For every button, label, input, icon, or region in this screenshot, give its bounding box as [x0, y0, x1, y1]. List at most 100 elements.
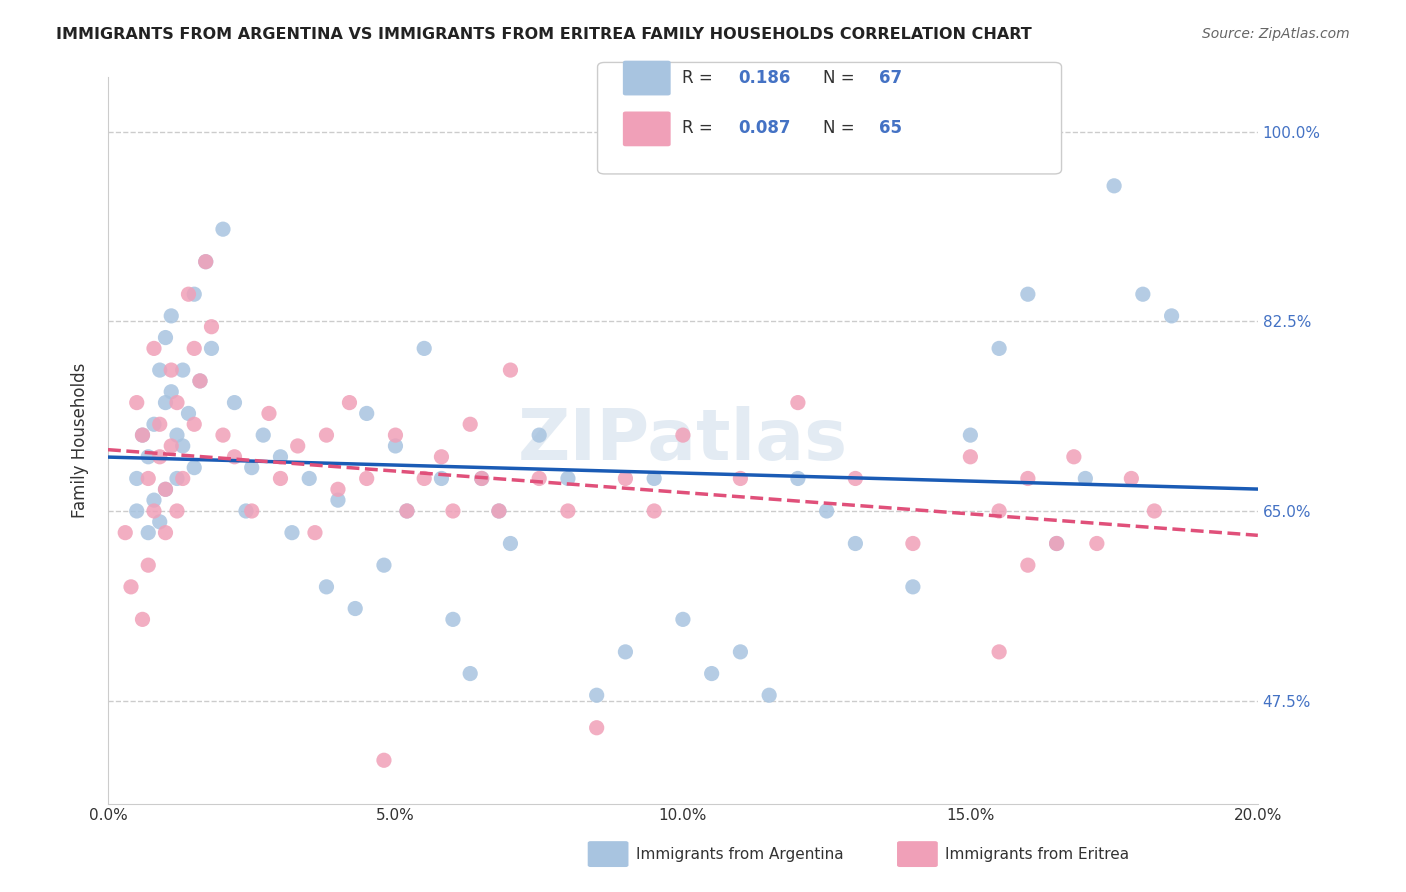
Point — [959, 450, 981, 464]
Point — [815, 504, 838, 518]
Point — [1074, 471, 1097, 485]
Text: ZIPatlas: ZIPatlas — [517, 406, 848, 475]
Point — [287, 439, 309, 453]
Point — [281, 525, 304, 540]
Point — [672, 612, 695, 626]
Point — [143, 342, 166, 356]
Point — [177, 287, 200, 301]
Point — [988, 504, 1011, 518]
Point — [430, 450, 453, 464]
Point — [143, 493, 166, 508]
Text: IMMIGRANTS FROM ARGENTINA VS IMMIGRANTS FROM ERITREA FAMILY HOUSEHOLDS CORRELATI: IMMIGRANTS FROM ARGENTINA VS IMMIGRANTS … — [56, 27, 1032, 42]
Point — [172, 363, 194, 377]
Point — [395, 504, 418, 518]
Point — [700, 666, 723, 681]
Point — [160, 363, 183, 377]
Point — [155, 483, 177, 497]
Point — [120, 580, 142, 594]
Point — [1085, 536, 1108, 550]
Text: 0.186: 0.186 — [738, 70, 790, 87]
Point — [304, 525, 326, 540]
Point — [959, 428, 981, 442]
Point — [149, 450, 172, 464]
Point — [235, 504, 257, 518]
Point — [143, 504, 166, 518]
Point — [257, 406, 280, 420]
Point — [557, 504, 579, 518]
Point — [614, 471, 637, 485]
Point — [1046, 536, 1069, 550]
Text: 67: 67 — [879, 70, 901, 87]
Point — [356, 471, 378, 485]
Point — [730, 471, 752, 485]
Point — [224, 395, 246, 409]
Point — [155, 330, 177, 344]
Point — [240, 460, 263, 475]
Point — [166, 504, 188, 518]
Point — [413, 342, 436, 356]
Point — [194, 254, 217, 268]
Point — [373, 558, 395, 573]
Point — [527, 471, 550, 485]
Point — [269, 471, 291, 485]
Point — [1017, 558, 1039, 573]
Point — [143, 417, 166, 432]
Text: R =: R = — [682, 70, 713, 87]
Text: Source: ZipAtlas.com: Source: ZipAtlas.com — [1202, 27, 1350, 41]
Point — [212, 428, 235, 442]
Point — [194, 254, 217, 268]
Point — [298, 471, 321, 485]
Point — [499, 536, 522, 550]
Point — [136, 525, 159, 540]
Point — [844, 471, 866, 485]
Point — [471, 471, 494, 485]
Point — [1102, 178, 1125, 193]
Point — [188, 374, 211, 388]
Point — [149, 363, 172, 377]
Point — [160, 384, 183, 399]
Point — [166, 471, 188, 485]
Point — [730, 645, 752, 659]
Point — [240, 504, 263, 518]
Point — [1063, 450, 1085, 464]
Point — [326, 483, 349, 497]
Point — [125, 395, 148, 409]
Point — [458, 666, 481, 681]
Point — [155, 525, 177, 540]
Point — [499, 363, 522, 377]
Point — [488, 504, 510, 518]
Point — [315, 428, 337, 442]
Point — [269, 450, 291, 464]
Point — [585, 721, 607, 735]
Point — [585, 688, 607, 702]
Point — [384, 439, 406, 453]
Point — [441, 612, 464, 626]
Text: 0.087: 0.087 — [738, 119, 790, 136]
Point — [527, 428, 550, 442]
Point — [131, 612, 153, 626]
Point — [441, 504, 464, 518]
Point — [672, 428, 695, 442]
Point — [471, 471, 494, 485]
Point — [901, 580, 924, 594]
Point — [212, 222, 235, 236]
Point — [125, 471, 148, 485]
Point — [160, 309, 183, 323]
Point — [488, 504, 510, 518]
Point — [557, 471, 579, 485]
Point — [172, 471, 194, 485]
Point — [166, 428, 188, 442]
Point — [149, 417, 172, 432]
Point — [901, 536, 924, 550]
Point — [183, 417, 205, 432]
Point — [1046, 536, 1069, 550]
Point — [339, 395, 361, 409]
Point — [458, 417, 481, 432]
Point — [183, 460, 205, 475]
Point — [149, 515, 172, 529]
Point — [224, 450, 246, 464]
Point — [188, 374, 211, 388]
Point — [326, 493, 349, 508]
Text: R =: R = — [682, 119, 713, 136]
Point — [356, 406, 378, 420]
